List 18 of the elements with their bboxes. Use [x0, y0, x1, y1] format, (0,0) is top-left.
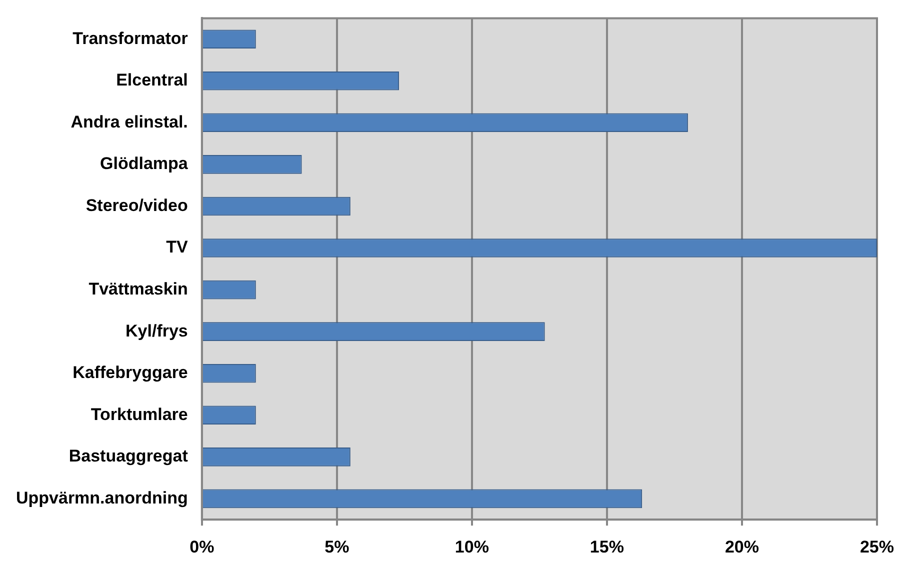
y-tick-label: Uppvärmn.anordning [16, 488, 188, 508]
x-tick-label: 10% [454, 537, 489, 556]
y-tick-label: Torktumlare [90, 404, 188, 424]
y-tick-label: Stereo/video [86, 196, 188, 215]
x-tick-label: 20% [724, 537, 759, 556]
y-tick-label: Transformator [72, 28, 188, 48]
x-tick-label: 5% [324, 537, 350, 556]
y-tick-label: Elcentral [116, 70, 188, 90]
y-tick-label: Glödlampa [100, 154, 188, 174]
y-tick-label: Kyl/frys [126, 321, 188, 340]
y-tick-label: Kaffebryggare [72, 363, 188, 382]
y-tick-label: Andra elinstal. [70, 112, 188, 132]
x-tick-label: 0% [190, 537, 214, 556]
y-tick-label: Tvättmaskin [88, 279, 188, 298]
y-tick-label: TV [166, 238, 189, 257]
y-tick-label: Bastuaggregat [68, 446, 188, 466]
x-tick-label: 25% [860, 537, 894, 556]
x-tick-label: 15% [590, 537, 624, 556]
